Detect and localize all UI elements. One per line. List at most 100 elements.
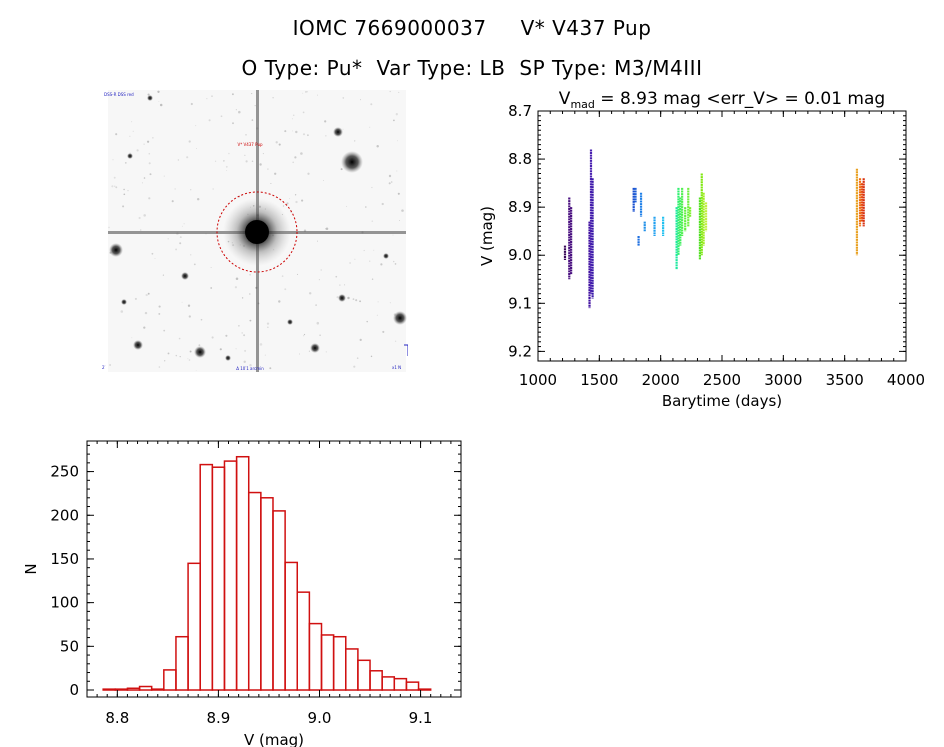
sky-speckle <box>339 284 341 286</box>
sky-speckle <box>264 354 266 356</box>
sky-speckle <box>143 214 146 217</box>
x-tick-label: 8.8 <box>105 709 129 727</box>
sky-speckle <box>187 358 189 360</box>
sky-speckle <box>259 163 262 166</box>
sky-speckle <box>141 182 143 184</box>
sky-speckle <box>152 137 154 139</box>
field-star <box>127 153 133 159</box>
sky-speckle <box>325 227 329 230</box>
sky-speckle <box>369 260 371 262</box>
sky-speckle <box>174 188 176 190</box>
histogram-bar <box>138 685 153 691</box>
sky-speckle <box>289 198 291 200</box>
histogram-bar <box>345 648 359 691</box>
sky-speckle <box>349 262 351 264</box>
histogram-frame <box>86 440 462 698</box>
sky-speckle <box>286 202 289 205</box>
sky-speckle <box>369 126 371 128</box>
sky-speckle <box>190 189 192 191</box>
sky-speckle <box>186 156 189 159</box>
histogram-bar <box>417 688 432 691</box>
sky-speckle <box>123 188 125 191</box>
sky-speckle <box>291 118 293 120</box>
sky-speckle <box>241 297 244 299</box>
sky-speckle <box>259 343 263 346</box>
sky-speckle <box>393 119 395 122</box>
sky-speckle <box>365 206 367 208</box>
sky-speckle <box>219 348 222 351</box>
sky-speckle <box>296 273 299 275</box>
sky-speckle <box>245 133 247 136</box>
sky-speckle <box>214 160 217 162</box>
y-axis-label: V (mag) <box>478 206 496 266</box>
sky-speckle <box>346 205 348 207</box>
var-type: Var Type: LB <box>376 56 506 80</box>
field-star <box>287 319 293 325</box>
sky-speckle <box>320 269 322 271</box>
sky-speckle <box>241 332 243 334</box>
histogram-bar <box>296 591 311 691</box>
sky-speckle <box>235 277 239 281</box>
x-tick-label: 9.0 <box>308 709 332 727</box>
x-tick-label: 4000 <box>887 371 925 389</box>
sky-speckle <box>291 130 293 132</box>
sky-speckle <box>325 351 327 353</box>
sky-speckle <box>243 360 246 363</box>
sky-speckle <box>376 144 379 148</box>
sky-speckle <box>131 121 133 123</box>
sky-speckle <box>281 275 284 277</box>
sky-speckle <box>381 202 384 206</box>
target-circle <box>216 191 298 273</box>
sky-speckle <box>396 170 398 172</box>
sky-speckle <box>359 300 362 303</box>
sky-speckle <box>232 122 234 125</box>
sky-speckle <box>179 236 182 239</box>
sky-speckle <box>136 149 139 152</box>
sky-speckle <box>187 304 191 307</box>
sky-speckle <box>154 258 156 259</box>
sky-speckle <box>193 263 196 266</box>
sky-speckle <box>226 170 228 171</box>
sky-speckle <box>269 367 272 370</box>
sky-speckle <box>301 199 304 202</box>
sky-speckle <box>143 177 146 179</box>
sky-speckle <box>146 140 150 143</box>
sky-speckle <box>266 322 270 325</box>
sky-speckle <box>335 275 338 278</box>
sky-speckle <box>254 104 256 107</box>
field-star <box>194 346 206 358</box>
sky-speckle <box>249 363 252 367</box>
histogram-bar <box>187 562 201 691</box>
x-tick-label: 1000 <box>519 371 557 389</box>
histogram-bar <box>211 466 226 691</box>
histogram-bar <box>175 635 189 691</box>
sky-speckle <box>355 299 358 302</box>
field-star <box>121 299 127 305</box>
sky-speckle <box>220 115 223 118</box>
sky-speckle <box>158 101 160 102</box>
sky-speckle <box>138 216 141 220</box>
sky-speckle <box>319 334 321 336</box>
field-star <box>181 272 189 280</box>
sky-speckle <box>249 319 252 322</box>
chart-corner-top-left: DSS-R DSS red <box>104 92 134 97</box>
sky-speckle <box>397 365 399 368</box>
x-tick-label: 2000 <box>642 371 680 389</box>
sky-speckle <box>112 159 114 161</box>
sky-speckle <box>356 357 359 359</box>
sky-speckle <box>388 174 392 178</box>
sky-speckle <box>284 130 287 133</box>
sky-speckle <box>389 302 391 304</box>
sky-speckle <box>275 141 278 144</box>
sky-speckle <box>359 338 362 342</box>
sky-speckle <box>353 140 356 142</box>
y-tick-label: 250 <box>50 463 79 481</box>
sky-speckle <box>144 311 148 315</box>
histogram-bar <box>308 622 323 691</box>
field-star <box>338 294 346 302</box>
sky-speckle <box>392 234 394 236</box>
sky-speckle <box>210 267 212 268</box>
histogram-bar <box>126 687 141 691</box>
sky-speckle <box>124 162 127 164</box>
field-star <box>383 253 389 259</box>
